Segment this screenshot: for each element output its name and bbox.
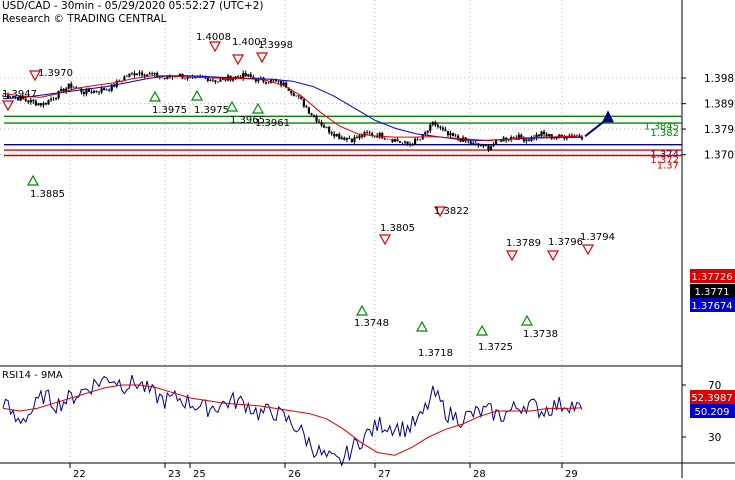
price-tag-last [690, 284, 735, 298]
annotation-label: 1.3970 [38, 68, 73, 79]
time-tick-label: 27 [378, 469, 391, 480]
annotation-label: 1.3961 [255, 118, 290, 129]
peak-marker-icon [433, 206, 447, 218]
time-tick-label: 22 [73, 469, 86, 480]
trough-marker-icon [225, 100, 239, 112]
trough-marker-icon [190, 89, 204, 101]
annotation-label: 1.4008 [196, 32, 231, 43]
time-tick-label: 29 [565, 469, 578, 480]
price-tag-label: 1.3771 [695, 287, 730, 298]
level-label-support: 1.372 [650, 155, 679, 166]
annotation-label: 1.3965 [230, 115, 265, 126]
annotation-label: 1.3796 [548, 237, 583, 248]
rsi-line [2, 374, 583, 468]
forecast-arrow-head [602, 110, 614, 123]
price-tick-label: 1.3987 [704, 73, 735, 85]
price-tick-label: 1.3703 [704, 150, 735, 162]
time-tick-label: 23 [168, 469, 181, 480]
price-tick-label: 1.3798 [704, 124, 735, 136]
peak-marker-icon [28, 70, 42, 82]
price-tag-label: 1.37726 [691, 272, 732, 283]
annotation-label: 1.3998 [258, 40, 293, 51]
annotation-label: 1.3822 [434, 206, 469, 217]
price-tick-label: 1.3892 [704, 99, 735, 111]
price-tag-ma_slow [690, 298, 735, 312]
peak-marker-icon [546, 250, 560, 262]
price-tag-label: 1.37674 [691, 301, 732, 312]
trough-marker-icon [415, 320, 429, 332]
peak-marker-icon [231, 54, 245, 66]
annotation-label: 1.3975 [194, 105, 229, 116]
time-tick-label: 28 [473, 469, 486, 480]
level-label-resistance: 1.3845 [644, 121, 679, 132]
rsi-tick-label: 30 [708, 432, 721, 444]
annotation-label: 1.3789 [506, 238, 541, 249]
annotation-label: 1.3748 [354, 318, 389, 329]
annotation-label: 1.3947 [2, 89, 37, 100]
rsi-tag-rsi_ma [690, 390, 735, 404]
rsi-tag-label: 50.209 [695, 407, 730, 418]
trough-marker-icon [26, 174, 40, 186]
rsi-tag-label: 52.3987 [691, 393, 732, 404]
peak-marker-icon [581, 244, 595, 256]
level-label-resistance: 1.382 [650, 128, 679, 139]
level-label-support: 1.37 [657, 160, 679, 171]
chart-source: Research © TRADING CENTRAL [2, 13, 167, 25]
trough-marker-icon [148, 90, 162, 102]
trough-marker-icon [520, 314, 534, 326]
annotation-label: 1.3738 [523, 329, 558, 340]
annotation-label: 1.3885 [30, 189, 65, 200]
time-tick-label: 26 [288, 469, 301, 480]
rsi-tick-label: 70 [708, 380, 721, 392]
peak-marker-icon [505, 250, 519, 262]
annotation-label: 1.3805 [380, 223, 415, 234]
peak-marker-icon [1, 100, 15, 112]
ma-fast-line [2, 75, 583, 142]
peak-marker-icon [255, 52, 269, 64]
trough-marker-icon [251, 102, 265, 114]
annotation-label: 1.3718 [418, 348, 453, 359]
ma-slow-line [2, 75, 583, 142]
peak-marker-icon [378, 234, 392, 246]
annotation-label: 1.3794 [580, 232, 615, 243]
rsi-tag-rsi [690, 404, 735, 418]
rsi-ma-line [2, 384, 583, 456]
time-tick-label: 25 [193, 469, 206, 480]
annotation-label: 1.3975 [152, 105, 187, 116]
trough-marker-icon [355, 304, 369, 316]
peak-marker-icon [208, 41, 222, 53]
trough-marker-icon [475, 324, 489, 336]
chart-title: USD/CAD - 30min - 05/29/2020 05:52:27 (U… [2, 0, 264, 12]
rsi-panel-title: RSI14 - 9MA [2, 370, 63, 381]
annotation-label: 1.4003 [232, 37, 267, 48]
annotation-label: 1.3725 [478, 342, 513, 353]
price-tag-ma_fast [690, 269, 735, 283]
